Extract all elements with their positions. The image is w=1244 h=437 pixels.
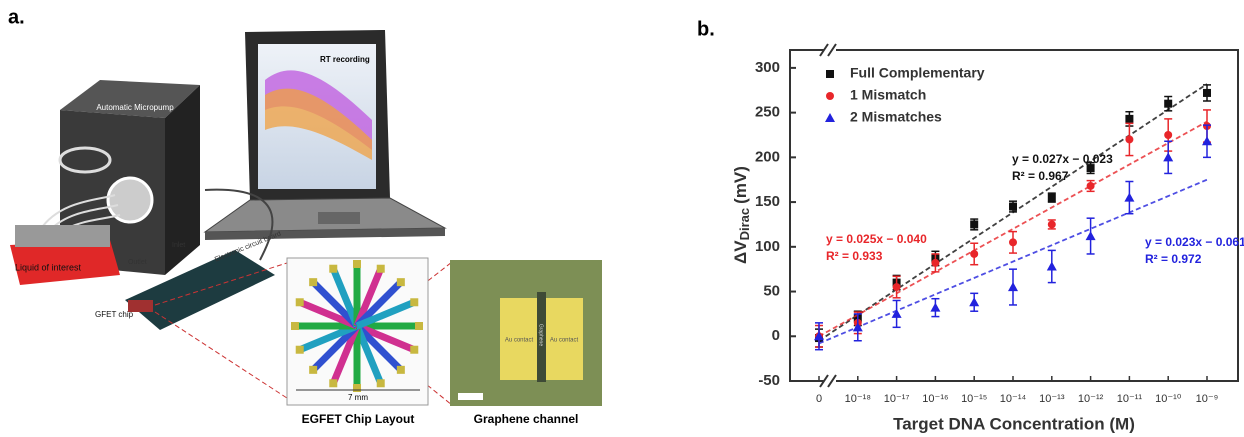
chip-label: GFET chip	[95, 310, 134, 319]
marker	[931, 259, 939, 267]
y-tick-label: 200	[755, 148, 780, 165]
marker	[826, 92, 834, 100]
marker	[1164, 131, 1172, 139]
fit-annotation: y = 0.023x − 0.061	[1145, 235, 1244, 249]
y-tick-label: 250	[755, 104, 780, 121]
y-tick-label: 50	[763, 283, 780, 300]
channel-title: Graphene channel	[474, 412, 579, 426]
pad	[309, 278, 317, 286]
x-tick-label: 10⁻¹¹	[1117, 393, 1143, 405]
marker	[825, 113, 835, 122]
fit-annotation: R² = 0.972	[1145, 252, 1202, 266]
marker	[1203, 89, 1211, 97]
pad	[397, 278, 405, 286]
marker	[1047, 261, 1057, 270]
y-tick-label: 300	[755, 59, 780, 76]
pad	[309, 366, 317, 374]
x-tick-label: 0	[816, 393, 822, 405]
fit-annotation: R² = 0.967	[1012, 169, 1069, 183]
x-tick-label: 10⁻⁹	[1196, 393, 1219, 405]
pad	[291, 322, 299, 330]
pad	[353, 260, 361, 268]
pad	[377, 379, 385, 387]
x-tick-label: 10⁻¹⁶	[922, 393, 948, 405]
figure: a. RT recording Automatic Micropump Liqu…	[0, 0, 1244, 437]
legend-label: 2 Mismatches	[850, 109, 942, 125]
y-title-unit: (mV)	[731, 166, 750, 204]
pump-label: Automatic Micropump	[96, 103, 174, 112]
legend-label: 1 Mismatch	[850, 87, 926, 103]
y-tick-label: 150	[755, 193, 780, 210]
panel-label: a.	[8, 6, 25, 28]
pad	[397, 366, 405, 374]
legend-label: Full Complementary	[850, 65, 985, 81]
pad	[410, 346, 418, 354]
graphene-label: Graphene	[538, 324, 544, 346]
pad	[415, 322, 423, 330]
marker	[1086, 231, 1096, 240]
marker	[969, 297, 979, 306]
marker	[970, 220, 978, 228]
panel-label: b.	[697, 18, 715, 40]
marker	[1164, 100, 1172, 108]
pad	[296, 346, 304, 354]
marker	[1087, 182, 1095, 190]
marker	[1125, 135, 1133, 143]
y-title-main: ΔV	[731, 240, 750, 264]
fit-annotation: y = 0.027x − 0.023	[1012, 152, 1113, 166]
pad	[296, 298, 304, 306]
marker	[1124, 193, 1134, 202]
y-tick-label: 0	[772, 327, 780, 344]
marker	[1125, 115, 1133, 123]
vials	[15, 225, 110, 247]
marker	[893, 283, 901, 291]
layout-title: EGFET Chip Layout	[302, 412, 415, 426]
fit-annotation: R² = 0.933	[826, 249, 883, 263]
pad	[329, 265, 337, 273]
marker	[1202, 136, 1212, 145]
y-tick-label: 100	[755, 238, 780, 255]
pad	[329, 379, 337, 387]
pad	[353, 384, 361, 392]
marker	[1048, 194, 1056, 202]
marker	[930, 303, 940, 312]
marker	[826, 70, 834, 78]
contact-label: Au contact	[550, 338, 579, 344]
marker	[892, 309, 902, 318]
x-tick-label: 10⁻¹⁰	[1155, 393, 1182, 405]
x-tick-label: 10⁻¹⁷	[884, 393, 910, 405]
y-title-sub: Dirac	[737, 208, 752, 241]
x-tick-label: 10⁻¹⁴	[1000, 393, 1027, 405]
marker	[1048, 220, 1056, 228]
x-tick-label: 10⁻¹²	[1078, 393, 1104, 405]
x-tick-label: 10⁻¹⁸	[845, 393, 871, 405]
y-tick-label: -50	[758, 372, 780, 389]
pad	[410, 298, 418, 306]
x-tick-label: 10⁻¹⁵	[961, 393, 987, 405]
liquid-label: Liquid of interest	[15, 262, 82, 272]
pad	[377, 265, 385, 273]
outlet-label: Outlet	[128, 259, 147, 266]
scale-label: 7 mm	[348, 393, 368, 402]
x-axis-title: Target DNA Concentration (M)	[893, 414, 1135, 433]
marker	[1009, 203, 1017, 211]
y-axis-title: ΔVDirac (mV)	[731, 166, 752, 264]
electrodes	[291, 260, 423, 392]
marker	[1009, 238, 1017, 246]
inlet-label: Inlet	[172, 242, 185, 249]
contact-label: Au contact	[505, 338, 534, 344]
micro-scale-bar	[458, 393, 483, 400]
marker	[1163, 152, 1173, 161]
marker	[1008, 282, 1018, 291]
marker	[970, 250, 978, 258]
screen-label: RT recording	[320, 55, 370, 64]
touchpad	[318, 212, 360, 224]
zoom-line	[155, 312, 290, 400]
fit-annotation: y = 0.025x − 0.040	[826, 232, 927, 246]
x-tick-label: 10⁻¹³	[1039, 393, 1065, 405]
